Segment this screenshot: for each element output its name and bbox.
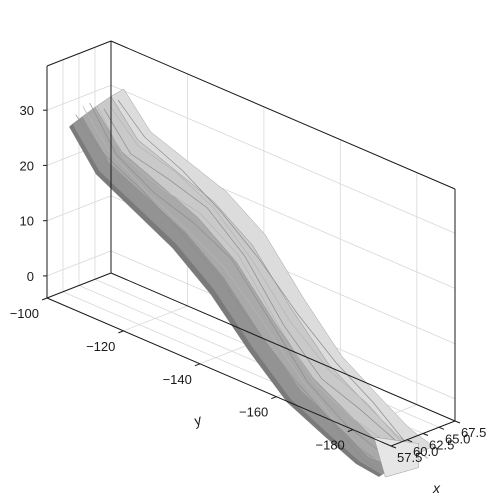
surface-contour — [89, 102, 400, 458]
y-tick-mark — [347, 429, 353, 433]
y-tick-label: −120 — [86, 339, 115, 354]
frame-edge — [46, 272, 112, 299]
x-tick-mark — [406, 439, 413, 443]
x-tick-label: 65.0 — [445, 431, 470, 446]
x-tick-mark — [422, 433, 429, 436]
surface-band-edge — [69, 123, 383, 477]
y-tick-mark — [194, 363, 201, 367]
x-axis-label: x — [432, 480, 441, 496]
z-tick-label: 30 — [20, 103, 34, 118]
x-tick-label: 57.5 — [397, 450, 422, 465]
surface-contour — [82, 106, 393, 466]
z-tick-label: 0 — [27, 269, 34, 284]
x-tick-mark — [438, 426, 445, 430]
surface-contour — [75, 114, 386, 475]
y-tick-label: −100 — [10, 306, 39, 321]
frame-edge — [46, 40, 112, 67]
surface-contour — [110, 107, 421, 461]
y-tick-mark — [41, 297, 48, 301]
z-axis-ticks: 0 10 20 30 — [20, 103, 47, 284]
y-tick-mark — [118, 330, 124, 334]
y-axis-ticks: −100 −120 −140 −160 −180 — [10, 297, 353, 453]
surface-contour — [117, 99, 428, 459]
surface-tail — [373, 436, 419, 478]
y-tick-mark — [271, 396, 277, 400]
frame-edge — [110, 40, 456, 190]
grid-line — [110, 84, 456, 234]
y-axis-label: y — [191, 411, 205, 429]
x-tick-mark — [390, 445, 397, 449]
x-axis-ticks: 57.560.062.565.067.5 — [390, 420, 486, 465]
y-tick-label: −180 — [316, 438, 345, 453]
frame-edge — [110, 272, 456, 422]
y-tick-label: −140 — [163, 372, 192, 387]
x-tick-label: 67.5 — [461, 425, 486, 440]
axes-frame — [46, 40, 456, 447]
x-tick-label: 60.0 — [413, 444, 438, 459]
frame-edge — [46, 297, 392, 447]
z-tick-label: 10 — [20, 214, 34, 229]
surface-contour — [96, 105, 407, 456]
x-tick-label: 62.5 — [429, 438, 454, 453]
surface-contour — [103, 108, 414, 459]
surface-mesh — [69, 88, 434, 478]
z-tick-label: 20 — [20, 158, 34, 173]
x-tick-mark — [454, 420, 461, 424]
y-tick-label: −160 — [239, 405, 268, 420]
